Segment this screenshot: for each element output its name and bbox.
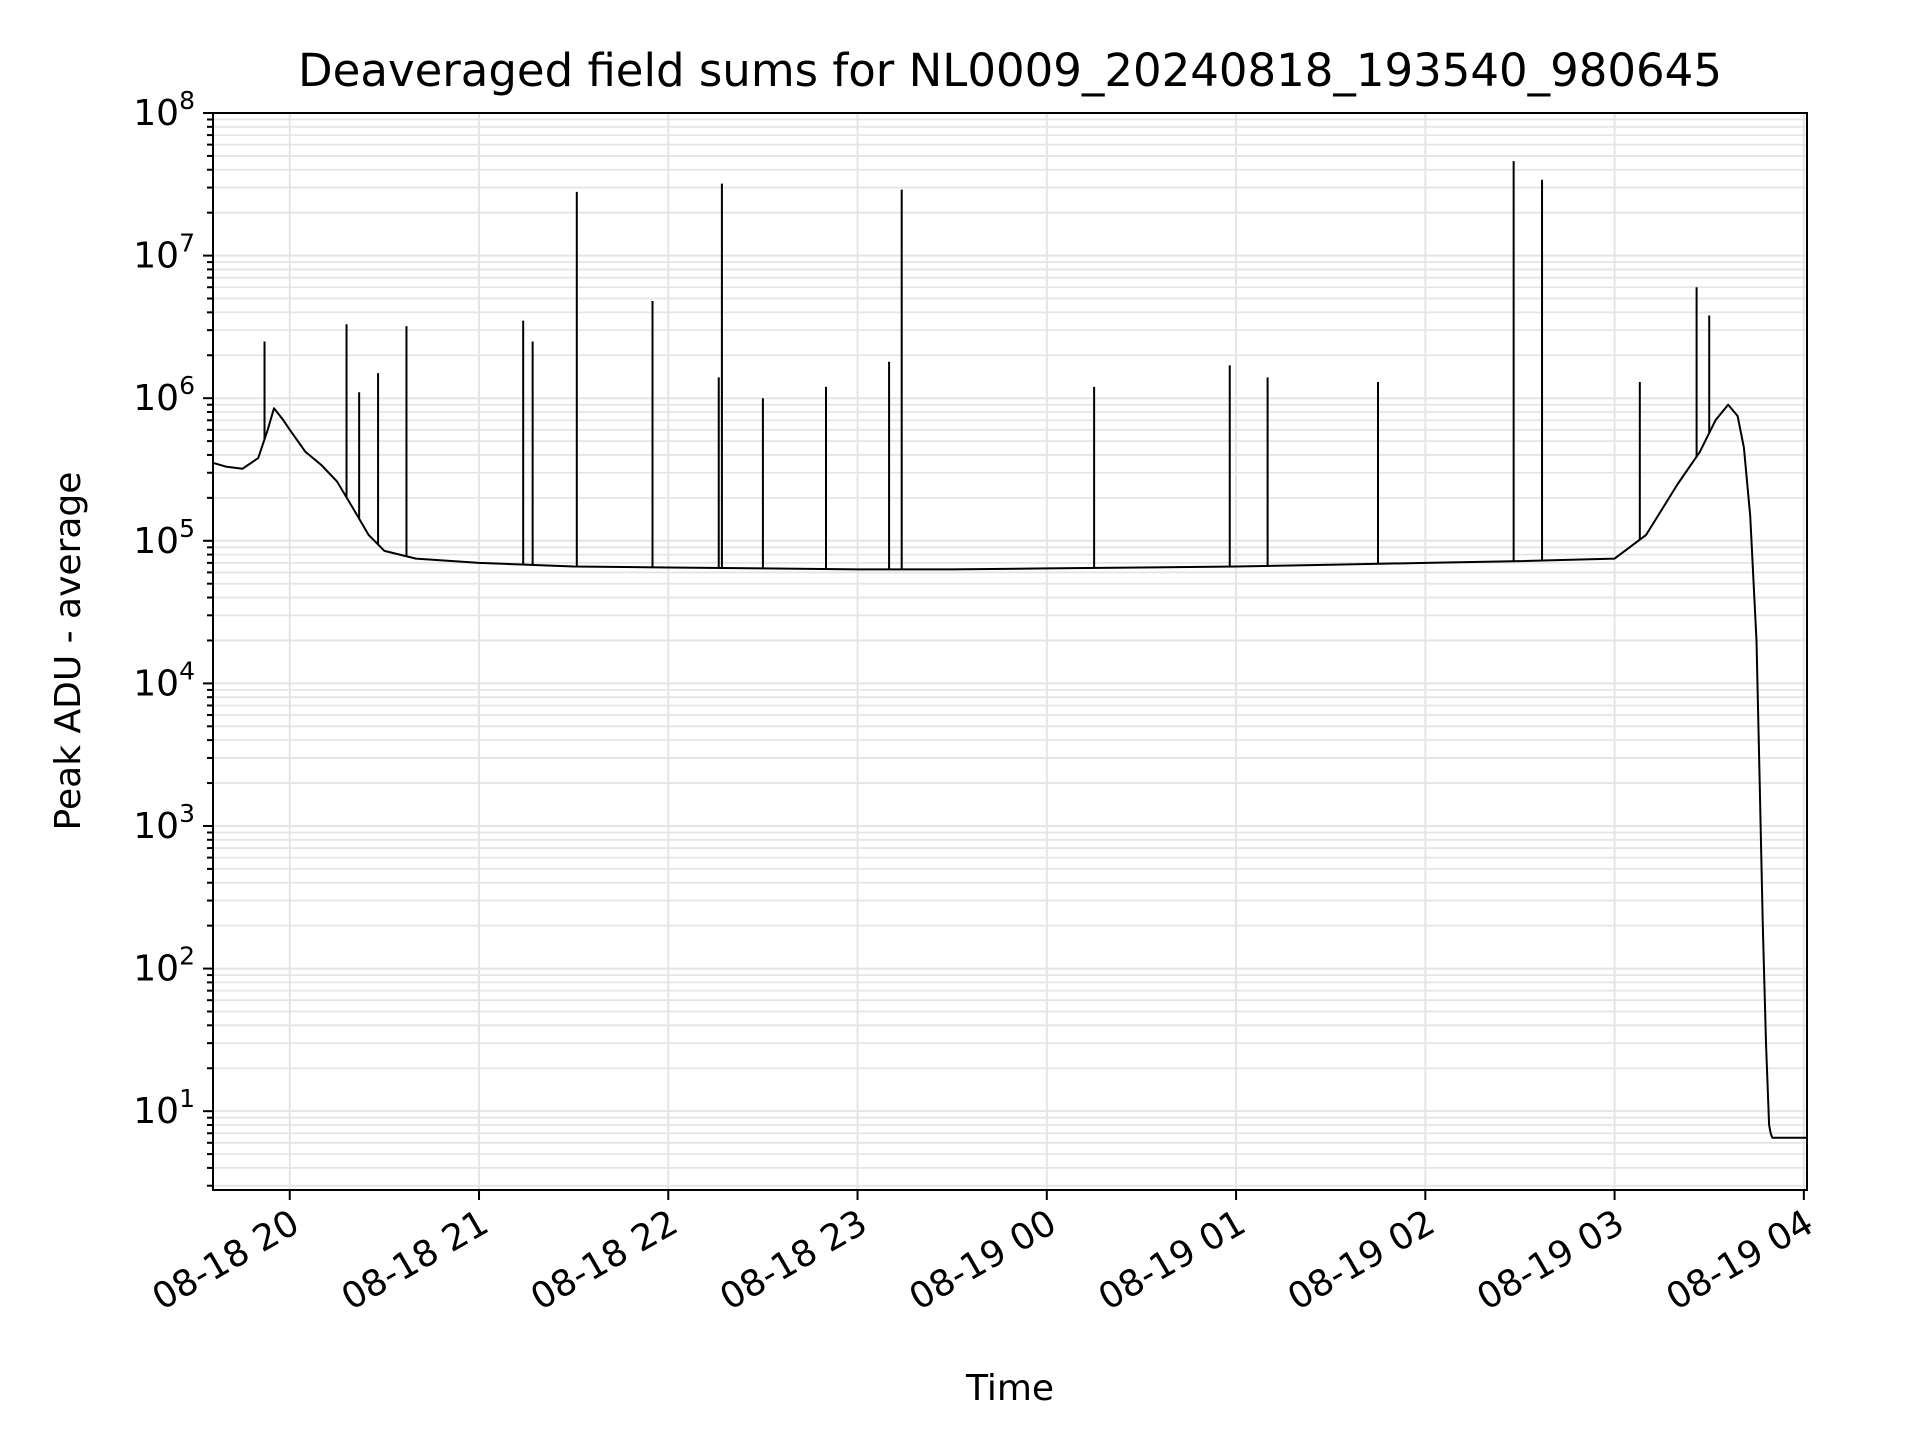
- y-tick-exponent: 6: [179, 371, 195, 400]
- y-tick-label: 106: [133, 371, 195, 419]
- y-tick-label: 108: [133, 86, 195, 134]
- y-tick-label: 102: [133, 942, 195, 990]
- series-line: [213, 403, 1807, 1139]
- y-tick-exponent: 5: [179, 514, 195, 543]
- y-tick-base: 10: [133, 663, 179, 704]
- y-tick-label: 104: [133, 656, 195, 704]
- y-tick-exponent: 7: [179, 229, 195, 258]
- y-tick-base: 10: [133, 521, 179, 562]
- y-tick-label: 107: [133, 229, 195, 277]
- y-tick-exponent: 3: [179, 799, 195, 828]
- y-tick-exponent: 8: [179, 86, 195, 115]
- y-tick-base: 10: [133, 236, 179, 277]
- y-tick-base: 10: [133, 1091, 179, 1132]
- y-axis-label: Peak ADU - average: [48, 472, 89, 831]
- x-axis-label: Time: [965, 1368, 1054, 1409]
- y-tick-exponent: 1: [179, 1084, 195, 1113]
- y-tick-label: 105: [133, 514, 195, 562]
- y-tick-exponent: 2: [179, 942, 195, 971]
- y-tick-label: 103: [133, 799, 195, 847]
- y-tick-label: 101: [133, 1084, 195, 1132]
- plot-series: [213, 161, 1807, 1139]
- y-tick-exponent: 4: [179, 656, 195, 685]
- chart-title: Deaveraged field sums for NL0009_2024081…: [298, 44, 1722, 97]
- y-tick-base: 10: [133, 806, 179, 847]
- y-tick-base: 10: [133, 93, 179, 134]
- grid: [213, 112, 1807, 1190]
- y-tick-base: 10: [133, 949, 179, 990]
- plot-frame: [212, 112, 1808, 1191]
- y-tick-base: 10: [133, 378, 179, 419]
